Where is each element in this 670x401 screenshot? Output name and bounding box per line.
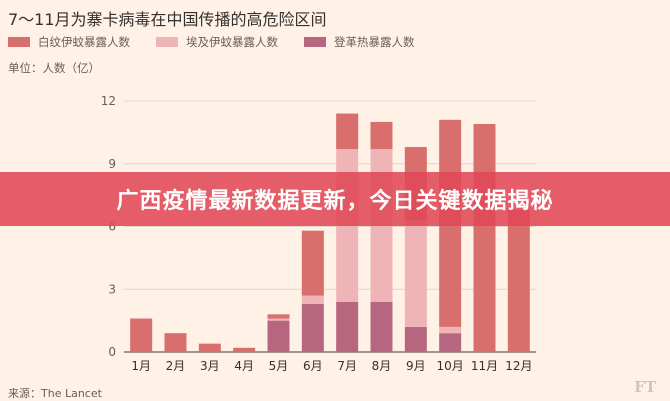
bar-albopictus-11	[473, 124, 496, 352]
bar-aegypti-6	[301, 295, 324, 304]
x-tick-label: 8月	[372, 359, 392, 373]
y-tick-label: 12	[101, 94, 116, 108]
legend-label: 白纹伊蚊暴露人数	[38, 35, 130, 49]
legend-item-dengue: 登革热暴露人数	[304, 34, 415, 50]
legend-swatch	[8, 37, 30, 47]
legend-label: 埃及伊蚊暴露人数	[186, 35, 278, 49]
x-tick-label: 2月	[166, 359, 186, 373]
bar-aegypti-5	[267, 318, 290, 321]
ft-logo: FT	[634, 378, 656, 396]
legend-swatch	[304, 37, 326, 47]
headline-text: 广西疫情最新数据更新，今日关键数据揭秘	[116, 189, 554, 214]
bar-dengue-7	[336, 301, 359, 352]
bar-albopictus-1	[130, 318, 153, 352]
x-tick-label: 5月	[269, 359, 289, 373]
y-tick-label: 9	[108, 157, 116, 171]
bar-albopictus-8	[370, 121, 393, 150]
bar-albopictus-12	[507, 209, 530, 352]
bar-albopictus-5	[267, 314, 290, 319]
x-tick-label: 1月	[131, 359, 151, 373]
bar-dengue-10	[439, 333, 462, 352]
unit-label: 单位：人数（亿）	[8, 61, 100, 75]
bar-dengue-5	[267, 320, 290, 352]
chart-title: 7～11月为寨卡病毒在中国传播的高危险区间	[8, 10, 327, 29]
legend-item-white-striped-mosquito: 白纹伊蚊暴露人数	[8, 34, 130, 50]
x-tick-label: 9月	[406, 359, 426, 373]
x-tick-label: 12月	[505, 359, 532, 373]
y-tick-label: 0	[108, 345, 116, 359]
x-tick-label: 10月	[437, 359, 464, 373]
x-tick-label: 7月	[337, 359, 357, 373]
bar-albopictus-6	[301, 230, 324, 296]
bar-dengue-8	[370, 301, 393, 352]
bar-albopictus-3	[198, 343, 221, 352]
legend-swatch	[156, 37, 178, 47]
x-tick-label: 4月	[234, 359, 254, 373]
headline-banner: 广西疫情最新数据更新，今日关键数据揭秘	[0, 172, 670, 226]
legend-item-aedes-aegypti: 埃及伊蚊暴露人数	[156, 34, 278, 50]
bar-aegypti-9	[404, 220, 427, 327]
y-tick-label: 6	[108, 220, 116, 234]
x-tick-label: 6月	[303, 359, 323, 373]
legend-label: 登革热暴露人数	[334, 35, 415, 49]
bar-albopictus-7	[336, 113, 359, 150]
bar-aegypti-10	[439, 326, 462, 334]
x-tick-label: 11月	[471, 359, 498, 373]
y-tick-label: 3	[108, 282, 116, 296]
bar-dengue-9	[404, 326, 427, 352]
chart-legend: 白纹伊蚊暴露人数 埃及伊蚊暴露人数 登革热暴露人数	[8, 34, 415, 50]
x-tick-label: 3月	[200, 359, 220, 373]
bar-dengue-6	[301, 303, 324, 352]
bar-albopictus-2	[164, 333, 187, 352]
bar-albopictus-4	[233, 347, 256, 352]
source-note: 来源：The Lancet	[8, 387, 102, 400]
